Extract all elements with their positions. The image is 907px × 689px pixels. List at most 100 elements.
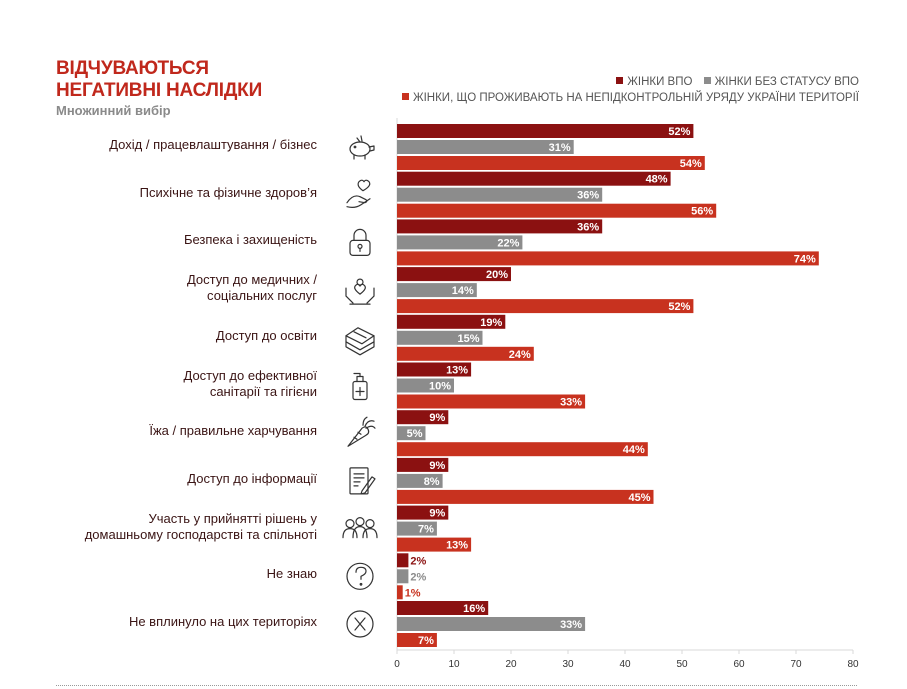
bar-value-label: 2% [410, 555, 426, 567]
x-tick-label: 50 [676, 659, 688, 670]
bar-value-label: 13% [446, 365, 468, 377]
bar-series-1 [397, 410, 449, 425]
category-label-line: Безпека і захищеність [183, 232, 317, 248]
bar-series-1 [397, 219, 603, 234]
people-group-icon [342, 516, 378, 539]
category-label-line: санітарії та гігієни [209, 383, 317, 399]
legend-item-no-status: ЖІНКИ БЕЗ СТАТУСУ ВПО [703, 76, 859, 88]
category-label-line: Їжа / правильне харчування [149, 423, 317, 439]
bar-value-label: 56% [691, 206, 713, 218]
category-label: Психічне та фізичне здоров’я [17, 185, 317, 201]
category-label: Участь у прийнятті рішень у домашньому го… [17, 511, 317, 543]
x-tick-label: 70 [790, 659, 802, 670]
bottom-divider [56, 685, 857, 686]
bar-value-label: 14% [452, 285, 474, 297]
bar-series-2 [397, 426, 426, 441]
category-label-line: Доступ до освіти [215, 327, 317, 343]
bar-value-label: 15% [457, 333, 479, 345]
bar-series-1 [397, 553, 409, 568]
legend-swatch-ipv [616, 77, 624, 84]
x-tick-label: 40 [619, 659, 631, 670]
bar-value-label: 33% [560, 397, 582, 409]
category-label: Дохід / працевлаштування / бізнес [17, 137, 317, 153]
category-label-line: Не знаю [266, 566, 317, 582]
legend-label-noncontrolled: ЖІНКИ, ЩО ПРОЖИВАЮТЬ НА НЕПІДКОНТРОЛЬНІЙ… [412, 92, 859, 104]
bar-series-2 [397, 235, 523, 250]
legend-row-2: ЖІНКИ, ЩО ПРОЖИВАЮТЬ НА НЕПІДКОНТРОЛЬНІЙ… [394, 92, 859, 104]
bar-series-2 [397, 187, 603, 202]
legend-item-noncontrolled: ЖІНКИ, ЩО ПРОЖИВАЮТЬ НА НЕПІДКОНТРОЛЬНІЙ… [401, 92, 859, 104]
bar-value-label: 19% [480, 317, 502, 329]
bar-series-2 [397, 617, 586, 631]
bar-series-2 [397, 378, 454, 393]
legend-item-ipv: ЖІНКИ ВПО [616, 76, 692, 88]
piggy-bank-icon [349, 135, 375, 160]
document-pen-icon [349, 467, 376, 495]
x-circle-icon [346, 610, 374, 638]
bar-series-1 [397, 124, 694, 138]
category-label-line: Доступ до інформації [187, 470, 317, 486]
category-label-line: Участь у прийнятті рішень у [148, 510, 317, 526]
bar-series-2 [397, 521, 437, 536]
category-label: Не знаю [17, 566, 317, 582]
bar-value-label: 9% [429, 508, 445, 520]
bar-value-label: 36% [577, 221, 599, 233]
bar-series-3 [397, 537, 472, 552]
question-icon [346, 562, 374, 590]
chart-title-line-2: НЕГАТИВНІ НАСЛІДКИ [56, 80, 263, 101]
bar-value-label: 36% [577, 190, 599, 202]
bar-value-label: 7% [418, 635, 434, 647]
book-icon [345, 327, 375, 356]
bar-series-3 [397, 489, 654, 504]
legend-label-ipv: ЖІНКИ ВПО [627, 76, 693, 88]
bar-value-label: 20% [486, 269, 508, 281]
bar-value-label: 13% [446, 540, 468, 552]
bar-series-2 [397, 569, 409, 584]
bar-series-3 [397, 394, 586, 409]
category-label: Доступ до освіти [17, 328, 317, 344]
chart-subtitle: Множинний вибір [56, 103, 171, 118]
bar-value-label: 74% [794, 253, 816, 265]
legend-label-no-status: ЖІНКИ БЕЗ СТАТУСУ ВПО [714, 76, 859, 88]
legend-swatch-no-status [703, 77, 711, 84]
bar-series-3 [397, 251, 819, 266]
bar-value-label: 16% [463, 603, 485, 615]
category-label: Доступ до медичних / соціальних послуг [17, 272, 317, 304]
bar-series-2 [397, 330, 483, 345]
chart-title-line-1: ВІДЧУВАЮТЬСЯ [56, 58, 209, 79]
bar-value-label: 44% [623, 444, 645, 456]
carrot-icon [347, 416, 376, 447]
bar-value-label: 9% [429, 460, 445, 472]
x-tick-label: 10 [448, 659, 460, 670]
care-hands-icon [345, 278, 375, 305]
chart-title: ВІДЧУВАЮТЬСЯ НЕГАТИВНІ НАСЛІДКИ [56, 58, 262, 102]
bar-value-label: 8% [424, 476, 440, 488]
legend-swatch-noncontrolled [401, 93, 409, 100]
bar-series-1 [397, 267, 511, 282]
category-label: Не вплинуло на цих територіях [17, 614, 317, 630]
bar-series-1 [397, 362, 472, 377]
category-label-line: соціальних послуг [207, 288, 317, 304]
bar-series-3 [397, 633, 437, 647]
bar-value-label: 52% [668, 126, 690, 138]
bar-series-3 [397, 156, 705, 170]
bar-series-3 [397, 203, 717, 218]
category-label-line: Доступ до ефективної [183, 367, 318, 383]
category-label: Доступ до ефективної санітарії та гігієни [17, 367, 318, 400]
category-label: Доступ до інформації [17, 471, 317, 487]
bar-series-1 [397, 505, 449, 520]
x-tick-label: 30 [562, 659, 574, 670]
x-tick-label: 0 [394, 659, 400, 670]
bar-value-label: 45% [628, 492, 650, 504]
legend-row-1: ЖІНКИ ВПО ЖІНКИ БЕЗ СТАТУСУ ВПО [608, 76, 859, 88]
category-label: Їжа / правильне харчування [17, 423, 317, 439]
sanitizer-icon [352, 372, 368, 401]
bar-series-3 [397, 442, 648, 457]
bar-value-label: 54% [680, 158, 702, 170]
bar-value-label: 7% [418, 524, 434, 536]
bar-value-label: 48% [646, 174, 668, 186]
bar-value-label: 1% [405, 587, 421, 599]
bar-series-3 [397, 346, 534, 361]
bar-series-3 [397, 299, 694, 314]
bar-value-label: 33% [560, 619, 582, 631]
